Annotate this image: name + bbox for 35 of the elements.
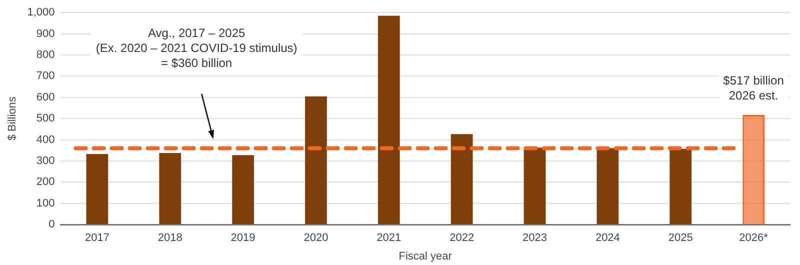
x-tick-label: 2018 [158,232,182,244]
bar [159,152,182,224]
bar [378,16,400,224]
y-tick-label: 100 [36,197,55,210]
y-tick-label: 700 [36,70,55,82]
y-tick-label: 800 [36,49,55,62]
bar [596,148,619,224]
y-tick-label: 200 [36,176,55,188]
x-tick-label: 2025 [668,232,693,244]
y-tick-label: 600 [36,91,55,104]
x-tick-label: 2024 [595,232,620,244]
bar [524,148,546,224]
annotation: Avg., 2017 – 2025 (Ex. 2020 – 2021 COVID-19 stimulus) = $360 billion [96,26,298,70]
y-tick-label: 0 [48,218,55,231]
y-tick-label: 500 [36,112,55,125]
annotation: $517 billion 2026 est. [723,73,784,102]
bar [742,114,764,224]
x-tick-label: 2019 [230,232,256,244]
x-tick-label: 2021 [376,232,402,244]
x-tick-label: 2026* [739,232,769,244]
y-tick-label: 1,000 [27,6,55,19]
x-tick-label: 2017 [84,232,110,244]
bar [86,154,108,224]
y-tick-label: 900 [36,28,55,40]
y-tick-label: 300 [36,155,55,168]
x-tick-label: 2022 [450,232,474,244]
y-tick-label: 400 [36,134,55,146]
x-tick-label: 2023 [522,232,547,244]
x-tick-label: 2020 [304,232,328,244]
x-axis-title: Fiscal year [398,250,452,262]
bar [232,155,254,224]
bar [305,96,327,224]
bar [450,134,473,224]
bar [670,148,692,224]
y-axis-title: $ Billions [6,96,19,141]
